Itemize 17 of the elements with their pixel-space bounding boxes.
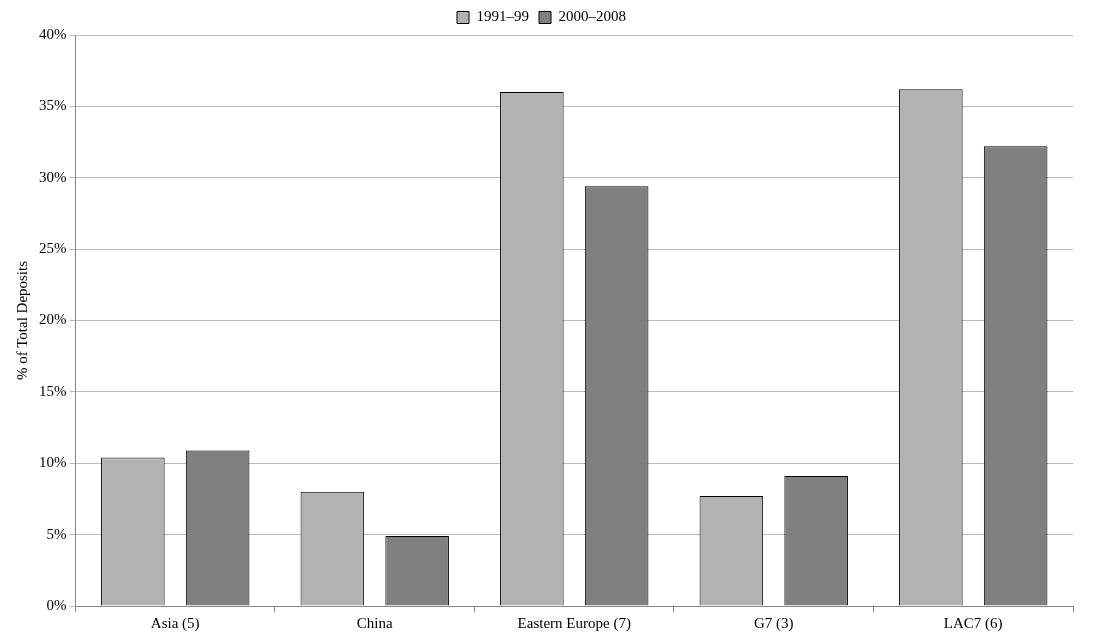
x-tick-label: Eastern Europe (7) [517,614,631,632]
y-tick-label: 20% [39,311,67,328]
y-tick-label: 0% [46,596,67,613]
y-tick-label: 30% [39,168,67,185]
x-tick-label: Asia (5) [150,614,200,632]
x-tick-label: LAC7 (6) [943,614,1003,632]
y-tick-label: 25% [39,240,67,257]
y-tick-label: 35% [39,97,67,114]
x-tick-label: China [356,614,393,631]
y-tick-label: 5% [46,525,67,542]
y-axis-title: % of Total Deposits [13,260,30,381]
y-tick-label: 10% [39,454,67,471]
y-tick-label: 40% [39,25,67,42]
x-tick-label: G7 (3) [753,614,794,632]
legend-label: 2000–2008 [558,8,626,25]
y-tick-label: 15% [39,382,67,399]
legend-label: 1991–99 [476,8,529,25]
